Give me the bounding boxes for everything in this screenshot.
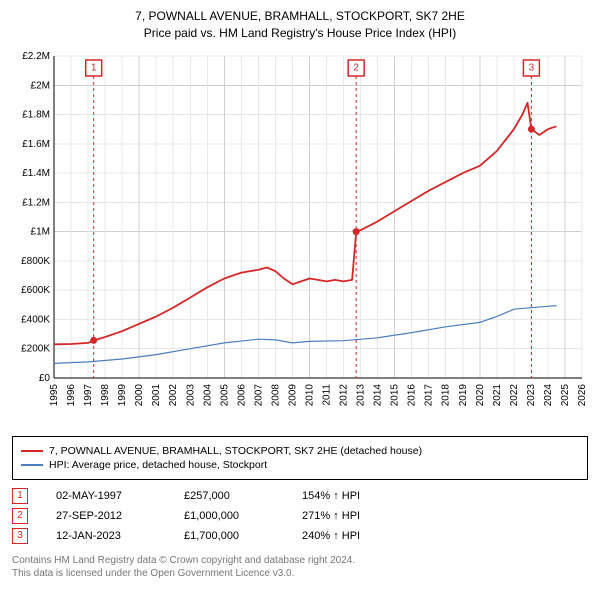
svg-text:2023: 2023 xyxy=(526,383,537,406)
svg-text:£600K: £600K xyxy=(21,285,50,296)
svg-text:£2.2M: £2.2M xyxy=(22,51,50,62)
svg-text:£1.6M: £1.6M xyxy=(22,138,50,149)
event-marker: 2 xyxy=(12,508,28,524)
event-pct: 154% ↑ HPI xyxy=(302,490,412,502)
legend-label: 7, POWNALL AVENUE, BRAMHALL, STOCKPORT, … xyxy=(49,445,422,457)
svg-text:2018: 2018 xyxy=(441,383,452,406)
svg-text:2021: 2021 xyxy=(492,383,503,406)
event-marker: 1 xyxy=(12,488,28,504)
svg-text:2016: 2016 xyxy=(407,383,418,406)
svg-text:2008: 2008 xyxy=(270,383,281,406)
event-marker: 3 xyxy=(12,528,28,544)
svg-text:2005: 2005 xyxy=(219,383,230,406)
svg-text:£400K: £400K xyxy=(21,314,50,325)
svg-text:2019: 2019 xyxy=(458,383,469,406)
svg-text:2007: 2007 xyxy=(253,383,264,406)
event-price: £257,000 xyxy=(184,490,274,502)
svg-text:1995: 1995 xyxy=(49,383,60,406)
svg-text:£1M: £1M xyxy=(31,226,50,237)
legend-label: HPI: Average price, detached house, Stoc… xyxy=(49,459,267,471)
footer-line2: This data is licensed under the Open Gov… xyxy=(12,567,588,580)
svg-text:2: 2 xyxy=(353,62,359,73)
svg-text:2022: 2022 xyxy=(509,383,520,406)
svg-text:2015: 2015 xyxy=(390,383,401,406)
svg-text:2011: 2011 xyxy=(322,383,333,405)
legend-swatch xyxy=(21,450,43,452)
svg-text:£800K: £800K xyxy=(21,256,50,267)
svg-text:1997: 1997 xyxy=(83,383,94,406)
svg-text:2001: 2001 xyxy=(151,383,162,406)
svg-text:£200K: £200K xyxy=(21,343,50,354)
svg-text:£2M: £2M xyxy=(31,80,50,91)
svg-text:2009: 2009 xyxy=(287,383,298,406)
title-block: 7, POWNALL AVENUE, BRAMHALL, STOCKPORT, … xyxy=(10,8,590,42)
footer: Contains HM Land Registry data © Crown c… xyxy=(12,554,588,580)
svg-text:2004: 2004 xyxy=(202,383,213,406)
svg-text:2014: 2014 xyxy=(373,383,384,406)
event-date: 27-SEP-2012 xyxy=(56,510,156,522)
svg-text:£0: £0 xyxy=(39,373,51,384)
event-pct: 271% ↑ HPI xyxy=(302,510,412,522)
svg-text:2006: 2006 xyxy=(236,383,247,406)
svg-text:2013: 2013 xyxy=(356,383,367,406)
svg-text:2002: 2002 xyxy=(168,383,179,406)
legend-swatch xyxy=(21,464,43,466)
svg-text:2012: 2012 xyxy=(339,383,350,406)
event-date: 02-MAY-1997 xyxy=(56,490,156,502)
event-pct: 240% ↑ HPI xyxy=(302,530,412,542)
title-line2: Price paid vs. HM Land Registry's House … xyxy=(10,25,590,42)
svg-text:£1.4M: £1.4M xyxy=(22,168,50,179)
svg-text:2020: 2020 xyxy=(475,383,486,406)
legend: 7, POWNALL AVENUE, BRAMHALL, STOCKPORT, … xyxy=(12,436,588,480)
events-table: 1 02-MAY-1997 £257,000 154% ↑ HPI 2 27-SEP-20… xyxy=(12,488,588,544)
chart-container: 7, POWNALL AVENUE, BRAMHALL, STOCKPORT, … xyxy=(0,0,600,588)
svg-text:£1.8M: £1.8M xyxy=(22,109,50,120)
event-row: 2 27-SEP-2012 £1,000,000 271% ↑ HPI xyxy=(12,508,588,524)
svg-text:1996: 1996 xyxy=(66,383,77,406)
event-row: 1 02-MAY-1997 £257,000 154% ↑ HPI xyxy=(12,488,588,504)
svg-text:2017: 2017 xyxy=(424,383,435,406)
svg-text:2010: 2010 xyxy=(304,383,315,406)
svg-text:2024: 2024 xyxy=(543,383,554,406)
svg-text:1999: 1999 xyxy=(117,383,128,406)
svg-text:1998: 1998 xyxy=(100,383,111,406)
svg-text:2026: 2026 xyxy=(577,383,588,406)
event-row: 3 12-JAN-2023 £1,700,000 240% ↑ HPI xyxy=(12,528,588,544)
legend-row: HPI: Average price, detached house, Stoc… xyxy=(21,459,579,471)
chart-svg: £0 £200K £400K £600K £800K £1M £1.2M £1.4M £1.6M… xyxy=(10,48,590,428)
event-date: 12-JAN-2023 xyxy=(56,530,156,542)
footer-line1: Contains HM Land Registry data © Crown c… xyxy=(12,554,588,567)
event-price: £1,000,000 xyxy=(184,510,274,522)
svg-text:3: 3 xyxy=(529,62,535,73)
svg-text:2025: 2025 xyxy=(560,383,571,406)
title-line1: 7, POWNALL AVENUE, BRAMHALL, STOCKPORT, … xyxy=(10,8,590,25)
svg-text:2003: 2003 xyxy=(185,383,196,406)
svg-text:2000: 2000 xyxy=(134,383,145,406)
svg-text:£1.2M: £1.2M xyxy=(22,197,50,208)
chart: £0 £200K £400K £600K £800K £1M £1.2M £1.4M £1.6M… xyxy=(10,48,590,428)
legend-row: 7, POWNALL AVENUE, BRAMHALL, STOCKPORT, … xyxy=(21,445,579,457)
event-price: £1,700,000 xyxy=(184,530,274,542)
svg-text:1: 1 xyxy=(91,62,97,73)
